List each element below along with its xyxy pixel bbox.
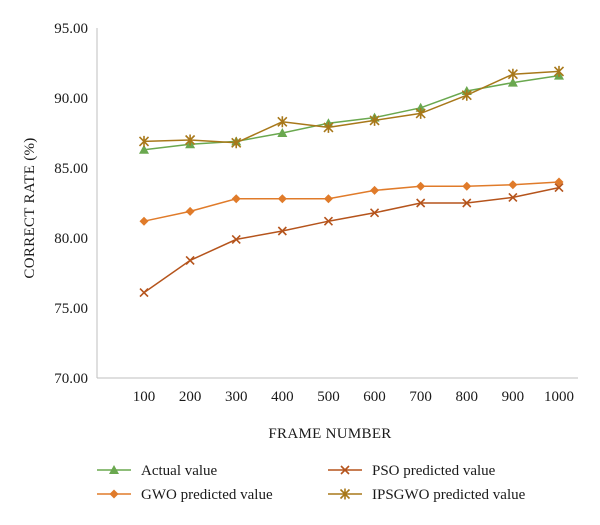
data-point <box>462 198 472 208</box>
data-point <box>139 144 149 154</box>
data-point <box>277 226 287 236</box>
data-point <box>185 255 195 265</box>
series-2 <box>139 183 564 298</box>
data-point <box>508 180 518 190</box>
y-axis-title: CORRECT RATE (%) <box>22 137 38 278</box>
data-point <box>139 288 149 298</box>
data-point <box>185 206 195 216</box>
legend: Actual value GWO predicted value PSO predi… <box>97 463 526 503</box>
data-point <box>462 181 472 191</box>
data-point <box>554 183 564 193</box>
x-tick-label: 1000 <box>544 389 574 405</box>
data-point <box>231 194 241 204</box>
data-point <box>277 116 288 128</box>
data-point <box>415 102 426 112</box>
legend-label: IPSGWO predicted value <box>372 487 526 503</box>
legend-item: IPSGWO predicted value <box>328 487 526 503</box>
data-point <box>369 114 380 126</box>
data-point <box>323 121 334 133</box>
series-layer <box>138 65 565 298</box>
data-point <box>369 208 380 218</box>
data-point <box>323 216 334 226</box>
y-axis: 70.00 75.00 80.00 85.00 90.00 95.00 <box>54 21 98 387</box>
data-point <box>416 198 426 208</box>
legend-item: PSO predicted value <box>328 463 496 479</box>
x-tick-label: 700 <box>409 389 432 405</box>
y-tick-label: 70.00 <box>54 371 88 387</box>
data-point <box>461 89 472 101</box>
x-tick-label: 600 <box>363 389 386 405</box>
data-point <box>370 185 380 195</box>
legend-label: GWO predicted value <box>141 487 273 503</box>
y-tick-label: 80.00 <box>54 231 88 247</box>
data-point <box>231 137 242 149</box>
y-tick-label: 85.00 <box>54 161 88 177</box>
legend-swatch-marker <box>109 489 119 499</box>
data-point <box>277 194 287 204</box>
x-tick-label: 900 <box>502 389 525 405</box>
series-1 <box>139 177 564 226</box>
legend-label: PSO predicted value <box>372 463 496 479</box>
x-tick-label: 200 <box>179 389 202 405</box>
x-tick-label: 800 <box>456 389 479 405</box>
x-tick-label: 500 <box>317 389 340 405</box>
data-point <box>231 234 241 244</box>
x-tick-label: 300 <box>225 389 248 405</box>
x-tick-label: 400 <box>271 389 294 405</box>
data-point <box>507 77 518 87</box>
series-line <box>143 186 560 294</box>
x-axis: 100 200 300 400 500 600 700 800 900 1000 <box>97 377 578 405</box>
data-point <box>508 192 518 202</box>
data-point <box>415 107 426 119</box>
legend-item: GWO predicted value <box>97 487 273 503</box>
y-tick-label: 75.00 <box>54 301 88 317</box>
data-point <box>139 216 149 226</box>
series-line <box>143 70 560 144</box>
legend-label: Actual value <box>141 463 218 479</box>
legend-swatch-marker <box>109 465 119 474</box>
legend-swatch-marker <box>339 488 351 500</box>
y-tick-label: 90.00 <box>54 91 88 107</box>
series-3 <box>138 65 565 149</box>
x-tick-label: 100 <box>133 389 156 405</box>
data-point <box>553 65 565 77</box>
data-point <box>277 128 288 137</box>
series-line <box>143 181 560 222</box>
x-axis-title: FRAME NUMBER <box>268 426 391 442</box>
data-point <box>507 68 518 80</box>
data-point <box>323 194 333 204</box>
legend-swatch-marker <box>340 465 350 475</box>
y-tick-label: 95.00 <box>54 21 88 37</box>
data-point <box>416 181 426 191</box>
data-point <box>185 134 196 146</box>
series-line <box>143 74 560 151</box>
legend-item: Actual value <box>97 463 218 479</box>
data-point <box>138 135 150 147</box>
